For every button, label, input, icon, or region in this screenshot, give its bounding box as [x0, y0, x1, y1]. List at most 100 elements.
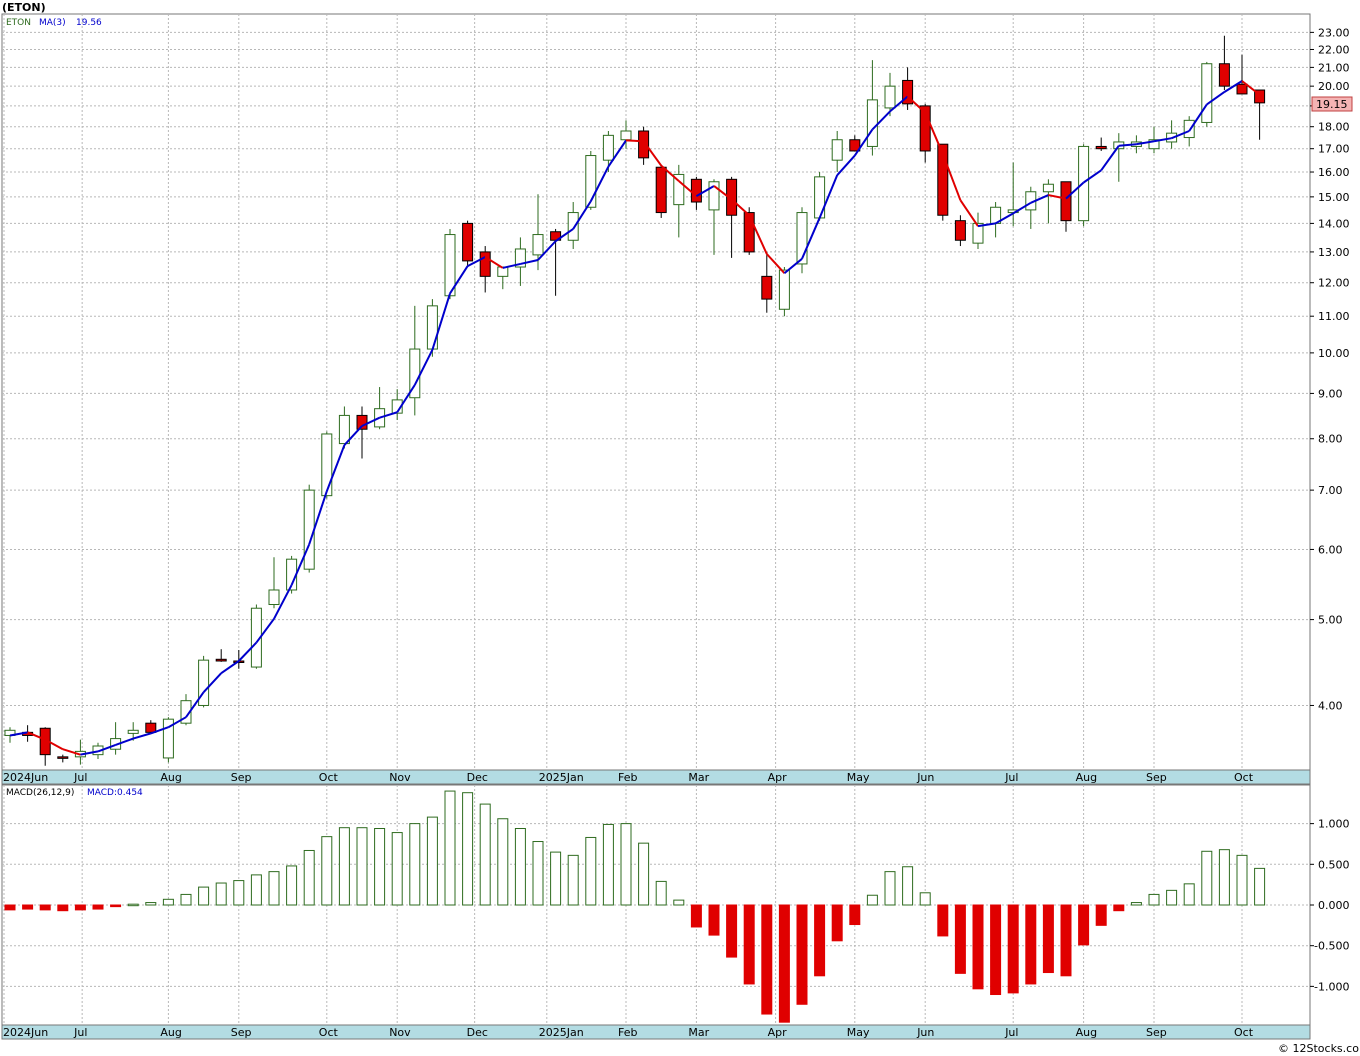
macd-bar	[1095, 904, 1107, 926]
x-tick-label: Aug	[160, 1026, 181, 1039]
candle-body	[338, 414, 350, 445]
macd-x-axis: 2024Jun Jul Aug Sep Oct Nov Dec 2025Jan Feb Mar Ap…	[3, 1026, 1254, 1039]
price-y-tick-label: 20.00	[1318, 80, 1350, 93]
legend-ma-label: MA(3)	[39, 18, 66, 28]
macd-bar	[74, 904, 86, 911]
macd-bar	[849, 904, 861, 926]
macd-bar	[708, 904, 720, 936]
ma-segment	[27, 731, 46, 741]
x-tick-label: Oct	[319, 1026, 339, 1039]
macd-bar	[4, 904, 16, 911]
ma-segment	[906, 95, 926, 114]
macd-bar	[286, 865, 298, 906]
macd-title: MACD(26,12,9)	[6, 788, 74, 798]
ma-segment	[1100, 145, 1120, 171]
ma-segment	[642, 140, 663, 167]
moving-average-line	[9, 80, 1261, 756]
candle	[198, 655, 210, 708]
macd-bar	[1218, 849, 1230, 906]
candle-body	[585, 155, 597, 208]
ma-segment	[132, 732, 152, 740]
candle-body	[866, 99, 878, 147]
ma-segment	[977, 222, 996, 228]
candle	[250, 604, 262, 669]
ma-segment	[1223, 80, 1243, 93]
ma-segment	[220, 660, 240, 675]
macd-bar	[884, 871, 896, 906]
candle-body	[127, 729, 139, 734]
price-y-tick-label: 22.00	[1318, 43, 1350, 56]
price-y-tick-label: 10.00	[1318, 347, 1350, 360]
candle	[638, 126, 650, 165]
x-tick-label: Dec	[467, 1026, 488, 1039]
candle-body	[180, 700, 192, 724]
candle-body	[4, 729, 16, 736]
candle	[1201, 61, 1213, 127]
macd-bar	[514, 828, 526, 906]
x-tick-label: 2024Jun	[3, 771, 48, 784]
macd-bar	[866, 894, 878, 906]
last-price-marker: 19.15	[1311, 96, 1353, 112]
x-tick-label: Sep	[231, 771, 252, 784]
ma-segment	[484, 256, 504, 269]
candle-body	[849, 139, 861, 152]
ma-segment	[730, 198, 750, 216]
x-tick-label: Apr	[768, 1026, 788, 1039]
price-x-axis-band	[1, 769, 1311, 785]
legend-symbol: ETON	[6, 18, 31, 28]
ma-segment	[431, 293, 451, 351]
price-x-axis: 2024Jun Jul Aug Sep Oct Nov Dec 2025Jan Feb Mar Ap…	[3, 771, 1254, 784]
ma-segment	[836, 154, 856, 176]
x-tick-label: May	[847, 1026, 870, 1039]
x-tick-label: Jul	[1004, 1026, 1018, 1039]
candle	[356, 406, 368, 459]
candle	[761, 251, 773, 313]
x-tick-label: Aug	[1076, 1026, 1097, 1039]
ma-segment	[695, 185, 715, 197]
candle	[884, 72, 896, 117]
x-tick-label: Nov	[389, 1026, 411, 1039]
x-tick-label: Mar	[688, 1026, 709, 1039]
ma-segment	[853, 128, 874, 157]
macd-y-tick-label: 1.000	[1318, 818, 1350, 831]
ma-segment	[150, 726, 169, 735]
macd-y-axis: 1.000 0.500 0.000 -0.500 -1.000	[1310, 818, 1350, 993]
macd-bar	[356, 827, 368, 906]
x-tick-label: Jul	[1004, 771, 1018, 784]
x-tick-label: Jul	[73, 771, 87, 784]
legend-ma-value: 19.56	[76, 18, 102, 28]
ma-segment	[9, 731, 28, 737]
macd-bar	[690, 904, 702, 928]
candle	[972, 212, 984, 249]
ma-segment	[1030, 194, 1049, 204]
candle	[57, 754, 69, 763]
candle-body	[514, 248, 526, 268]
macd-bar	[1025, 904, 1037, 985]
ma-segment	[1171, 130, 1190, 140]
macd-bar	[1166, 889, 1178, 906]
macd-bar	[990, 904, 1002, 996]
candle-body	[1060, 181, 1072, 222]
price-y-tick-label: 13.00	[1318, 246, 1350, 259]
ma-segment	[818, 174, 839, 219]
ma-segment	[555, 228, 574, 242]
candle	[321, 431, 333, 499]
price-y-tick-label: 15.00	[1318, 191, 1350, 204]
macd-bar	[902, 866, 914, 906]
candle	[814, 172, 826, 221]
macd-bar	[1042, 904, 1054, 974]
candle	[1095, 137, 1107, 151]
ma-segment	[572, 200, 592, 230]
ma-segment	[115, 737, 134, 746]
candle	[1042, 179, 1054, 224]
candle-body	[1201, 63, 1213, 123]
candle-body	[690, 178, 702, 203]
candle	[462, 220, 474, 268]
ma-segment	[1241, 80, 1261, 96]
ma-segment	[502, 262, 521, 269]
macd-bar	[972, 904, 984, 990]
ma-segment	[889, 95, 909, 113]
candle-body	[937, 143, 949, 216]
macd-bar	[1060, 904, 1072, 977]
candle	[620, 120, 632, 149]
